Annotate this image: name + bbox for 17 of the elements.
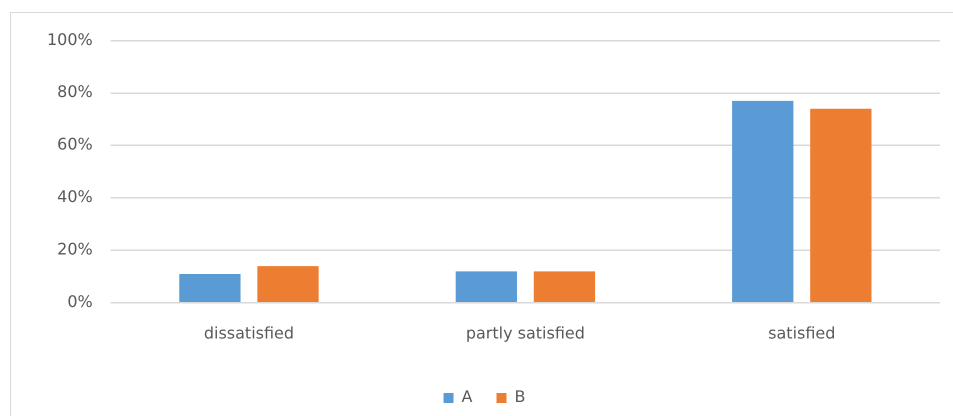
x-tick-label: dissatisfied	[204, 324, 294, 343]
y-tick-label: 20%	[57, 240, 93, 259]
y-tick-label: 40%	[57, 187, 93, 206]
y-tick-label: 60%	[57, 134, 93, 154]
y-tick-label: 100%	[46, 30, 93, 49]
bar	[257, 266, 319, 302]
bar	[534, 271, 596, 302]
bar	[732, 100, 794, 302]
legend-label: B	[514, 387, 526, 406]
bar	[456, 271, 517, 302]
bar	[810, 108, 872, 302]
legend-label: A	[462, 387, 473, 406]
bar	[179, 274, 241, 302]
y-tick-label: 0%	[67, 292, 93, 311]
x-tick-label: partly satisfied	[466, 324, 585, 343]
y-tick-label: 80%	[57, 82, 93, 102]
x-tick-label: satisfied	[768, 324, 836, 343]
